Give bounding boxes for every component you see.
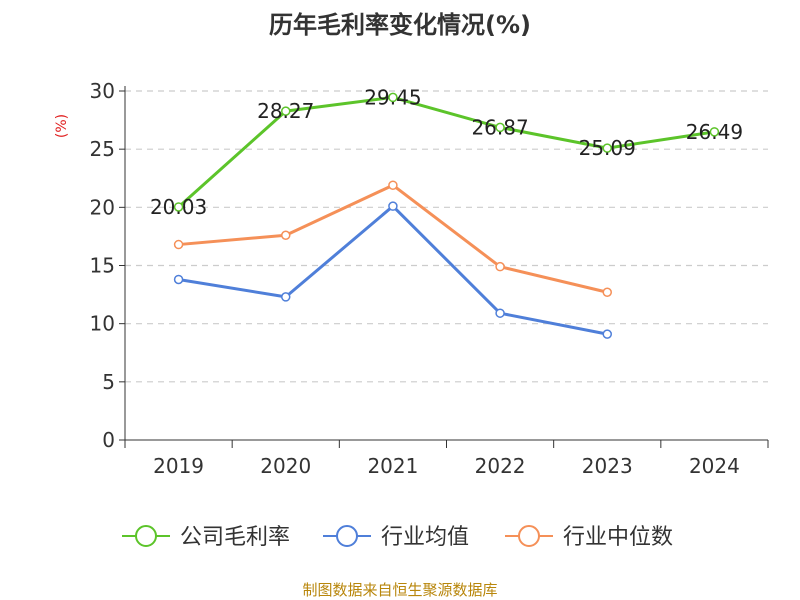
data-label: 25.09 xyxy=(579,136,636,160)
data-point[interactable] xyxy=(388,92,398,103)
x-tick-label: 2024 xyxy=(689,454,740,478)
y-axis-label: (%) xyxy=(54,114,70,138)
series-line xyxy=(177,95,715,209)
data-point[interactable] xyxy=(173,274,184,285)
legend-item-label[interactable]: 行业均值 xyxy=(381,525,469,550)
data-point[interactable] xyxy=(281,292,291,302)
y-tick-label: 10 xyxy=(90,312,115,336)
data-label: 28.27 xyxy=(257,99,314,123)
x-tick-label: 2021 xyxy=(367,454,418,478)
y-tick-label: 5 xyxy=(102,370,115,394)
legend-swatch-marker xyxy=(518,525,540,547)
data-point[interactable] xyxy=(281,230,291,241)
legend-swatch-marker xyxy=(135,525,157,547)
data-point[interactable] xyxy=(495,122,505,133)
data-point[interactable] xyxy=(495,261,505,272)
series-line xyxy=(178,183,608,294)
y-tick-label: 25 xyxy=(90,137,115,161)
series-group xyxy=(173,92,720,339)
data-label: 26.87 xyxy=(471,115,528,139)
data-point[interactable] xyxy=(709,127,720,137)
legend-item-label[interactable]: 公司毛利率 xyxy=(180,525,290,550)
gridlines xyxy=(125,90,768,383)
legend[interactable]: 公司毛利率 行业均值 行业中位数 xyxy=(122,525,673,550)
data-label: 20.03 xyxy=(150,195,207,219)
data-point[interactable] xyxy=(281,106,291,116)
data-point[interactable] xyxy=(388,180,398,190)
y-tick-label: 30 xyxy=(90,79,115,103)
x-tick-label: 2020 xyxy=(260,454,311,478)
data-point[interactable] xyxy=(602,287,612,298)
y-tick-label: 15 xyxy=(90,254,115,278)
axes: 0 5 10 15 20 25 30 2019 2020 2021 2022 2023 2024 xyxy=(90,79,769,478)
y-tick-label: 20 xyxy=(90,195,115,219)
y-tick-label: 0 xyxy=(102,428,115,452)
data-point[interactable] xyxy=(602,329,612,339)
data-point[interactable] xyxy=(173,202,184,212)
data-point[interactable] xyxy=(602,143,612,153)
x-tick-label: 2019 xyxy=(153,454,204,478)
data-point[interactable] xyxy=(388,201,398,211)
data-point[interactable] xyxy=(495,308,505,318)
legend-item-label[interactable]: 行业中位数 xyxy=(563,525,673,550)
x-tick-label: 2022 xyxy=(475,454,526,478)
source-note: 制图数据来自恒生聚源数据库 xyxy=(302,581,497,599)
chart-title: 历年毛利率变化情况(%) xyxy=(269,11,531,39)
data-label: 29.45 xyxy=(364,85,421,109)
data-label: 26.49 xyxy=(686,120,743,144)
data-labels: 20.03 28.27 29.45 26.87 25.09 26.49 xyxy=(150,85,743,219)
data-point[interactable] xyxy=(173,239,184,250)
legend-swatch-marker xyxy=(336,525,358,547)
series-line xyxy=(178,204,608,336)
x-tick-label: 2023 xyxy=(582,454,633,478)
